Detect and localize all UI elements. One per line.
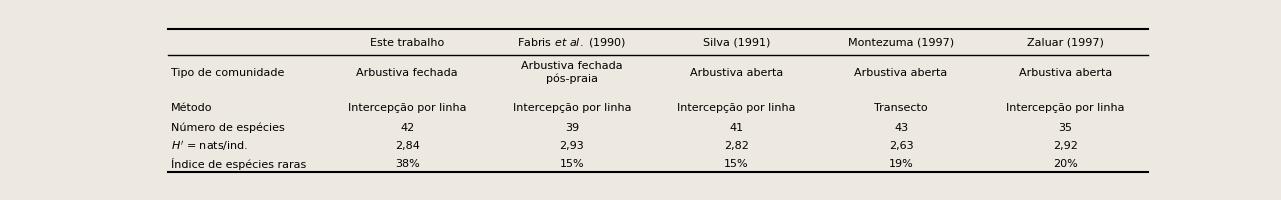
- Text: $\it{H'}$ = nats/ind.: $\it{H'}$ = nats/ind.: [172, 138, 249, 152]
- Text: 2,82: 2,82: [724, 140, 749, 150]
- Text: Fabris $\it{et\ al.}$ (1990): Fabris $\it{et\ al.}$ (1990): [518, 36, 626, 49]
- Text: 15%: 15%: [560, 158, 584, 168]
- Text: Montezuma (1997): Montezuma (1997): [848, 38, 954, 48]
- Text: Arbustiva fechada
pós-praia: Arbustiva fechada pós-praia: [521, 61, 623, 84]
- Text: Zaluar (1997): Zaluar (1997): [1027, 38, 1104, 48]
- Text: 43: 43: [894, 122, 908, 132]
- Text: Silva (1991): Silva (1991): [703, 38, 770, 48]
- Text: Intercepção por linha: Intercepção por linha: [1007, 102, 1125, 112]
- Text: Índice de espécies raras: Índice de espécies raras: [172, 157, 306, 169]
- Text: Intercepção por linha: Intercepção por linha: [678, 102, 796, 112]
- Text: Intercepção por linha: Intercepção por linha: [512, 102, 632, 112]
- Text: Arbustiva aberta: Arbustiva aberta: [854, 68, 948, 77]
- Text: Intercepção por linha: Intercepção por linha: [348, 102, 466, 112]
- Text: 2,93: 2,93: [560, 140, 584, 150]
- Text: 2,84: 2,84: [395, 140, 420, 150]
- Text: 19%: 19%: [889, 158, 913, 168]
- Text: 39: 39: [565, 122, 579, 132]
- Text: Método: Método: [172, 102, 213, 112]
- Text: 41: 41: [729, 122, 743, 132]
- Text: Arbustiva aberta: Arbustiva aberta: [1018, 68, 1112, 77]
- Text: Este trabalho: Este trabalho: [370, 38, 445, 48]
- Text: 38%: 38%: [395, 158, 420, 168]
- Text: 35: 35: [1058, 122, 1072, 132]
- Text: 2,92: 2,92: [1053, 140, 1079, 150]
- Text: Arbustiva aberta: Arbustiva aberta: [689, 68, 783, 77]
- Text: Tipo de comunidade: Tipo de comunidade: [172, 68, 284, 77]
- Text: 42: 42: [400, 122, 414, 132]
- Text: 2,63: 2,63: [889, 140, 913, 150]
- Text: Transecto: Transecto: [874, 102, 927, 112]
- Text: 15%: 15%: [724, 158, 748, 168]
- Text: Número de espécies: Número de espécies: [172, 122, 284, 132]
- Text: Arbustiva fechada: Arbustiva fechada: [356, 68, 459, 77]
- Text: 20%: 20%: [1053, 158, 1079, 168]
